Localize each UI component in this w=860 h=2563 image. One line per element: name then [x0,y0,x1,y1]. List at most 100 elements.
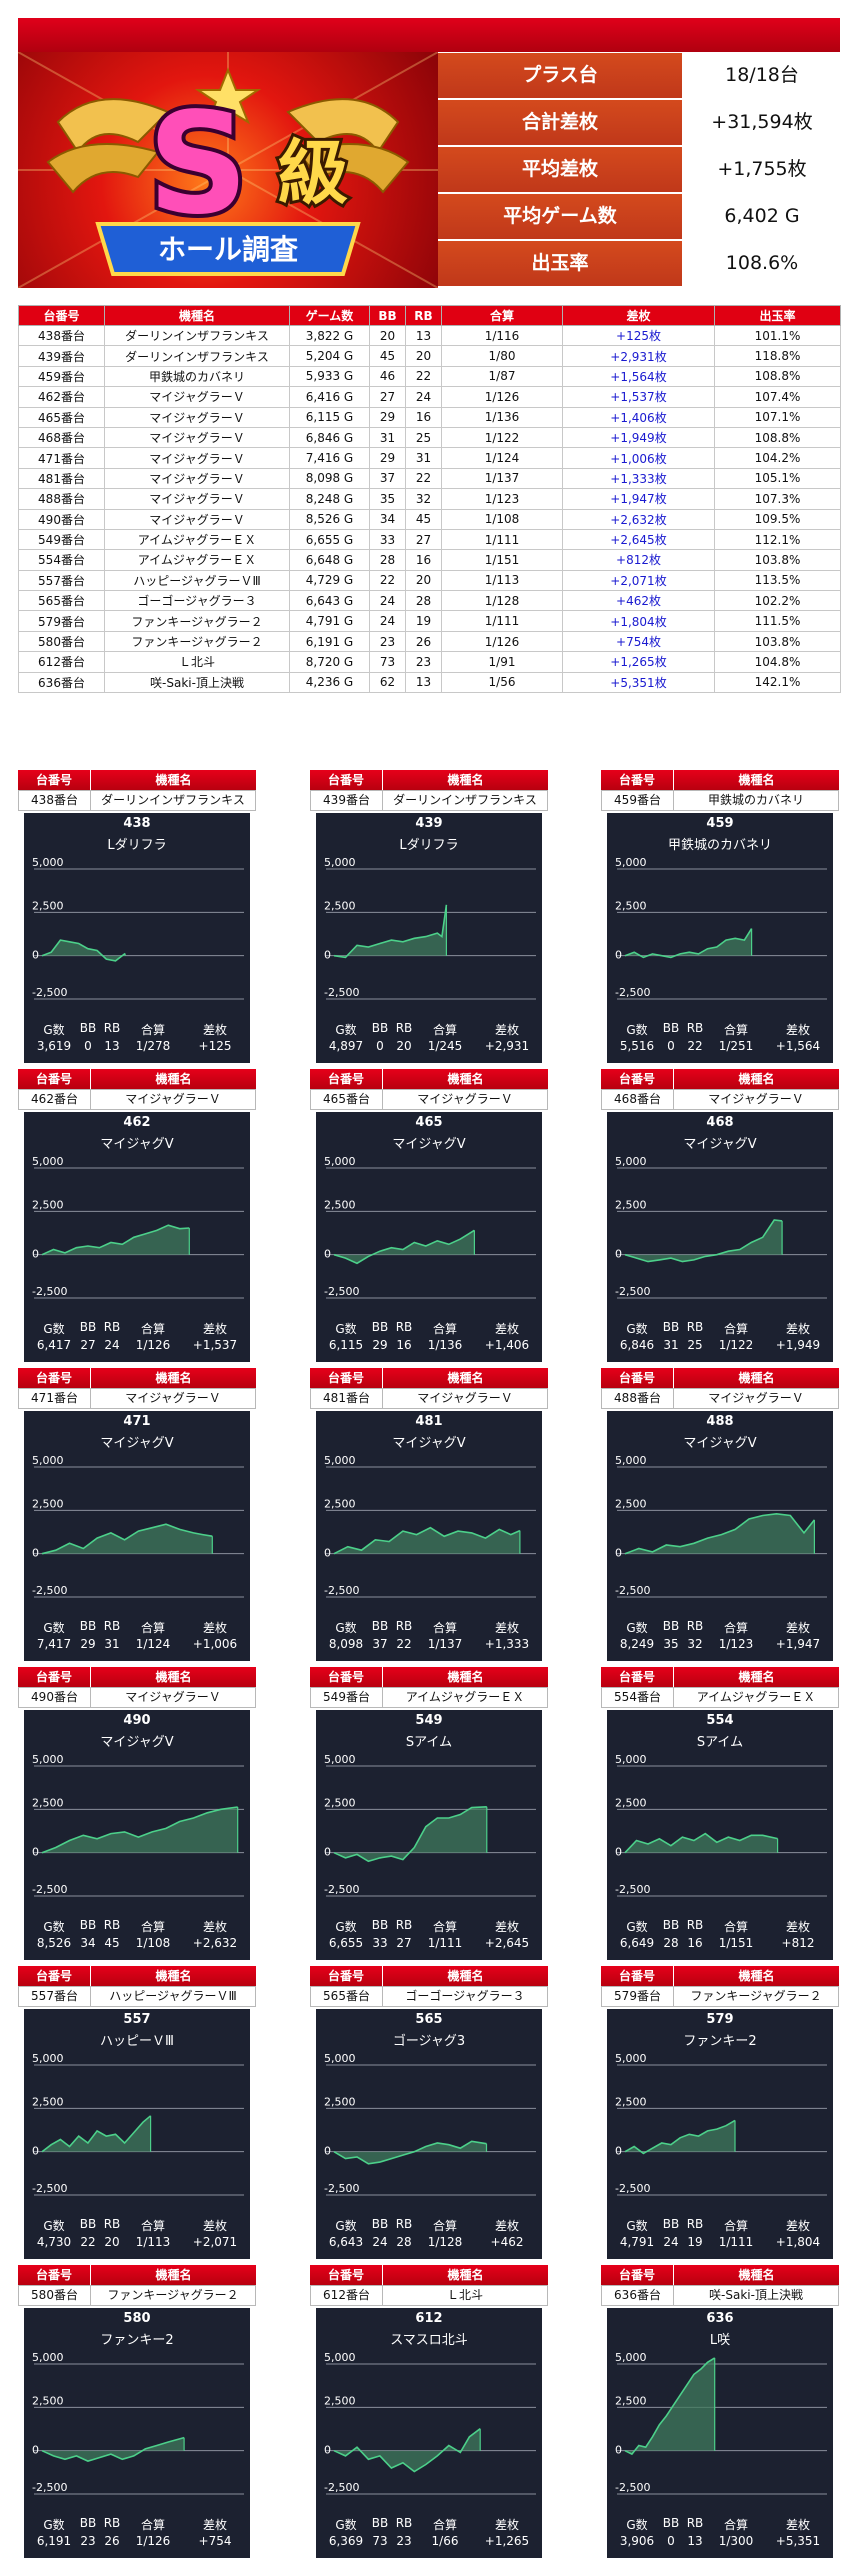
series-line [624,2357,716,2456]
stat-column-label: BB [662,2516,680,2530]
card-machine-number: 612番台 [310,2285,383,2306]
table-row[interactable]: 565番台 ゴーゴージャグラー３ 6,643 G 24 28 1/128 +462枚 102.… [18,590,841,612]
table-cell: 1/151 [441,549,563,571]
stat-column-label: BB [662,1021,680,1035]
stat-column-label: BB [662,2217,680,2231]
card-header-label: 機種名 [91,2265,256,2285]
card-header-label: 機種名 [91,770,256,790]
axis-tick-label: 0 [324,1248,331,1261]
card-machine-model: マイジャグラーＶ [90,1687,256,1708]
series-area [334,1230,475,1264]
card-header-label: 台番号 [18,1368,90,1388]
stat-rb-value: 28 [396,2235,412,2249]
card-header: 台番号 機種名 462番台 マイジャグラーＶ [18,1069,256,1111]
table-row[interactable]: 557番台 ハッピージャグラーＶⅢ 4,729 G 22 20 1/113 +2,071枚 1… [18,569,841,592]
stat-label: プラス台 [438,53,682,98]
card-header: 台番号 機種名 481番台 マイジャグラーＶ [310,1368,548,1410]
machine-card[interactable]: 台番号 機種名 579番台 ファンキージャグラー２ 579 ファンキー2 5,000 2,50… [601,1966,839,2264]
table-row[interactable]: 490番台 マイジャグラーＶ 8,526 G 34 45 1/108 +2,632枚 109.… [18,508,841,530]
machine-card[interactable]: 台番号 機種名 438番台 ダーリンインザフランキス 438 Lダリフラ 5,000 2,50… [18,770,256,1068]
series-line [41,2115,152,2153]
machine-card[interactable]: 台番号 機種名 636番台 咲-Saki-頂上決戦 636 L咲 5,000 2,500 0 -2… [601,2265,839,2563]
table-row[interactable]: 579番台 ファンキージャグラー２ 4,791 G 24 19 1/111 +1,804枚 1… [18,610,841,632]
axis-tick-label: -2,500 [32,1584,67,1597]
table-cell: 31 [405,447,442,469]
machine-card[interactable]: 台番号 機種名 490番台 マイジャグラーＶ 490 マイジャグV 5,000 2,500 0 -… [18,1667,256,1965]
card-machine-model: ダーリンインザフランキス [90,790,256,811]
machine-card[interactable]: 台番号 機種名 488番台 マイジャグラーＶ 488 マイジャグV 5,000 2,500 0 -… [601,1368,839,1666]
card-graph-panel: 549 Sアイム 5,000 2,500 0 -2,500 G数 BB RB 合算 差枚 6,655 3… [316,1710,542,1960]
table-row[interactable]: 554番台 アイムジャグラーＥＸ 6,648 G 28 16 1/151 +812枚 103.… [18,549,841,571]
table-row[interactable]: 465番台 マイジャグラーＶ 6,115 G 29 16 1/136 +1,406枚 107.… [18,406,841,428]
card-graph-panel: 565 ゴージャグ3 5,000 2,500 0 -2,500 G数 BB RB 合算 差枚 6,64… [316,2009,542,2259]
series-line [624,1219,783,1263]
stat-column-label: 合算 [432,1322,457,1336]
stat-rb-value: 19 [687,2235,703,2249]
machine-card[interactable]: 台番号 機種名 612番台 Ｌ北斗 612 スマスロ北斗 5,000 2,500 0 -2,500… [310,2265,548,2563]
table-cell: +1,947枚 [562,488,715,510]
stat-bb-value: 73 [372,2534,388,2548]
table-cell: 73 [369,651,406,673]
table-row[interactable]: 439番台 ダーリンインザフランキス 5,204 G 45 20 1/80 +2,931枚 1… [18,345,841,367]
machine-card[interactable]: 台番号 機種名 439番台 ダーリンインザフランキス 439 Lダリフラ 5,000 2,50… [310,770,548,1068]
table-row[interactable]: 462番台 マイジャグラーＶ 6,416 G 27 24 1/126 +1,537枚 107.… [18,386,841,408]
stat-g-value: 6,655 [328,1936,364,1950]
axis-tick-label: 0 [615,2444,622,2457]
table-row[interactable]: 580番台 ファンキージャグラー２ 6,191 G 23 26 1/126 +754枚 103… [18,630,841,653]
stat-diff-value: +1,333 [484,1637,530,1651]
series-line [41,1806,238,1854]
table-row[interactable]: 481番台 マイジャグラーＶ 8,098 G 37 22 1/137 +1,333枚 105.… [18,467,841,490]
machine-card[interactable]: 台番号 機種名 565番台 ゴーゴージャグラー３ 565 ゴージャグ3 5,000 2,500… [310,1966,548,2264]
table-cell: 24 [369,590,406,612]
graph-machine-short-name: Lダリフラ [399,838,459,853]
series-line [41,1224,190,1256]
series-line [41,1523,213,1555]
graph-machine-short-name: Sアイム [405,1735,453,1750]
card-header-label: 台番号 [601,1966,673,1986]
machine-card[interactable]: 台番号 機種名 481番台 マイジャグラーＶ 481 マイジャグV 5,000 2,500 0 -… [310,1368,548,1666]
diff-graph: 5,000 2,500 0 -2,500 [324,2351,536,2495]
machine-card[interactable]: 台番号 機種名 462番台 マイジャグラーＶ 462 マイジャグV 5,000 2,500 0 -… [18,1069,256,1367]
axis-tick-label: 0 [32,2145,39,2158]
axis-tick-label: -2,500 [32,986,67,999]
machine-card[interactable]: 台番号 機種名 465番台 マイジャグラーＶ 465 マイジャグV 5,000 2,500 0 -… [310,1069,548,1367]
table-cell: 22 [369,569,406,592]
stat-rb-value: 24 [104,1338,120,1352]
stat-g-value: 6,846 [619,1338,655,1352]
table-row[interactable]: 438番台 ダーリンインザフランキス 3,822 G 20 13 1/116 +125枚 10… [18,324,841,347]
card-header-label: 台番号 [310,770,382,790]
table-cell: 565番台 [18,590,105,612]
machine-card[interactable]: 台番号 機種名 557番台 ハッピージャグラーＶⅢ 557 ハッピーＶⅢ 5,000 2,50… [18,1966,256,2264]
card-machine-number: 438番台 [18,790,91,811]
machine-card[interactable]: 台番号 機種名 468番台 マイジャグラーＶ 468 マイジャグV 5,000 2,500 0 -… [601,1069,839,1367]
card-machine-number: 579番台 [601,1986,674,2007]
table-row[interactable]: 488番台 マイジャグラーＶ 8,248 G 35 32 1/123 +1,947枚 107.… [18,488,841,510]
axis-tick-label: 5,000 [32,1454,64,1467]
stat-rb-value: 23 [396,2534,412,2548]
series-line [333,2428,481,2473]
axis-tick-label: 5,000 [324,2052,356,2065]
machine-card[interactable]: 台番号 機種名 459番台 甲鉄城のカバネリ 459 甲鉄城のカバネリ 5,000 2,500… [601,770,839,1068]
table-cell: 557番台 [18,569,105,592]
card-graph-panel: 488 マイジャグV 5,000 2,500 0 -2,500 G数 BB RB 合算 差枚 8,24… [607,1411,833,1661]
series-area [625,2120,735,2154]
graph-machine-number: 459 [706,816,734,831]
table-row[interactable]: 459番台 甲鉄城のカバネリ 5,933 G 46 22 1/87 +1,564枚 108.8… [18,365,841,388]
machine-card[interactable]: 台番号 機種名 471番台 マイジャグラーＶ 471 マイジャグV 5,000 2,500 0 -… [18,1368,256,1666]
table-row[interactable]: 612番台 Ｌ北斗 8,720 G 73 23 1/91 +1,265枚 104.8% [18,651,841,673]
table-row[interactable]: 471番台 マイジャグラーＶ 7,416 G 29 31 1/124 +1,006枚 104.… [18,447,841,469]
axis-tick-label: 2,500 [32,899,64,912]
s-rank-emblem: S 級 ホール調査 [18,52,438,288]
table-cell: 35 [369,488,406,510]
stat-column-label: 差枚 [785,1621,810,1635]
card-header-label: 機種名 [91,1368,256,1388]
machine-card[interactable]: 台番号 機種名 580番台 ファンキージャグラー２ 580 ファンキー2 5,000 2,50… [18,2265,256,2563]
table-row[interactable]: 549番台 アイムジャグラーＥＸ 6,655 G 33 27 1/111 +2,645枚 11… [18,528,841,551]
table-cell: 104.2% [714,447,841,469]
table-row[interactable]: 468番台 マイジャグラーＶ 6,846 G 31 25 1/122 +1,949枚 108.… [18,426,841,449]
table-cell: 549番台 [18,528,105,551]
machine-card[interactable]: 台番号 機種名 554番台 アイムジャグラーＥＸ 554 Sアイム 5,000 2,500 0 -… [601,1667,839,1965]
machine-card[interactable]: 台番号 機種名 549番台 アイムジャグラーＥＸ 549 Sアイム 5,000 2,500 0 -… [310,1667,548,1965]
table-cell: 104.8% [714,651,841,673]
table-row[interactable]: 636番台 咲-Saki-頂上決戦 4,236 G 62 13 1/56 +5,351枚 14… [18,671,841,694]
